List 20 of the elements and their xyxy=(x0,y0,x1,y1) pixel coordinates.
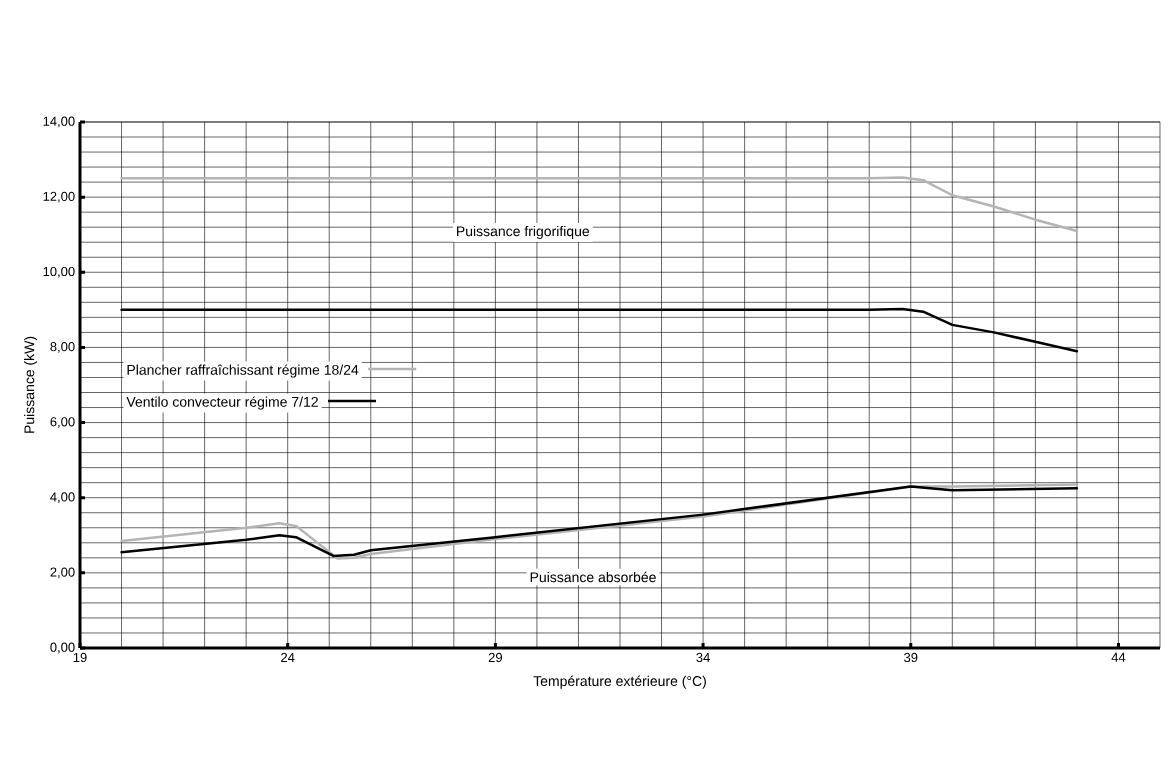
x-tick-label: 39 xyxy=(904,652,918,663)
x-tick-label: 19 xyxy=(73,652,87,663)
x-tick-label: 29 xyxy=(488,652,502,663)
y-axis-title: Puissance (kW) xyxy=(24,336,38,433)
y-tick-label: 8,00 xyxy=(50,342,75,353)
x-tick-label: 44 xyxy=(1111,652,1126,662)
legend-label: Plancher raffraîchissant régime 18/24 xyxy=(127,364,359,378)
annotation: Puissance frigorifique xyxy=(457,225,590,239)
y-tick-label: 6,00 xyxy=(50,417,75,428)
y-tick-label: 0,00 xyxy=(50,642,75,654)
x-axis-title: Température extérieure (°C) xyxy=(533,675,706,689)
x-tick-label: 34 xyxy=(696,652,710,663)
y-tick-label: 4,00 xyxy=(50,492,75,504)
y-tick-label: 2,00 xyxy=(50,567,75,579)
x-tick-label: 24 xyxy=(281,652,295,662)
y-tick-label: 12,00 xyxy=(43,191,75,203)
legend-label: Ventilo convecteur régime 7/12 xyxy=(126,396,318,410)
y-tick-label: 10,00 xyxy=(43,266,75,278)
annotation: Puissance absorbée xyxy=(530,571,656,583)
y-tick-label: 14,00 xyxy=(43,116,75,128)
